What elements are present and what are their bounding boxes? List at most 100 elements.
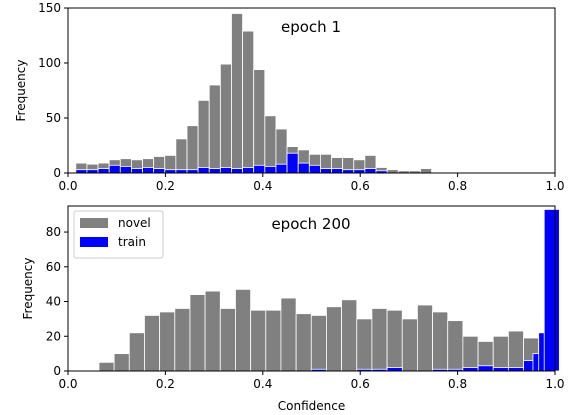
- bar-novel-6: [189, 294, 206, 372]
- bar-novel-20: [401, 318, 418, 372]
- bar-train-6: [462, 367, 479, 372]
- bar-novel-11: [197, 100, 210, 174]
- legend-label-train: train: [118, 235, 146, 249]
- bar-train-7: [153, 168, 166, 174]
- bar-train-18: [275, 163, 288, 174]
- bar-novel-13: [219, 63, 232, 174]
- bar-novel-0: [98, 361, 115, 372]
- bar-novel-12: [280, 297, 297, 372]
- panel-epoch-200: 0.0 0.2 0.4 0.6 0.8 1.0 0 20 40 60 80 epoch 200 F…: [21, 205, 565, 413]
- bar-novel-4: [159, 311, 176, 372]
- bar-train-9: [507, 367, 524, 372]
- bar-novel-15: [242, 30, 255, 174]
- bar-train-8: [492, 367, 509, 372]
- legend-swatch-novel: [80, 218, 108, 228]
- bar-train-13: [543, 209, 560, 372]
- bar-novel-13: [295, 313, 312, 372]
- y-axis-label-epoch-1: Frequency: [14, 60, 28, 122]
- bar-novel-23: [447, 320, 464, 372]
- x-tick-label: 0.8: [448, 179, 467, 193]
- bar-novel-26: [492, 335, 509, 372]
- panel-title-epoch-200: epoch 200: [271, 215, 350, 233]
- bar-train-2: [97, 168, 110, 174]
- legend-label-novel: novel: [118, 216, 151, 230]
- bar-train-6: [142, 167, 155, 174]
- bar-novel-27: [507, 330, 524, 372]
- bar-train-4: [119, 165, 132, 174]
- x-tick-label: 0.0: [58, 377, 77, 391]
- x-tick-label: 0.4: [253, 179, 272, 193]
- bar-train-19: [286, 152, 299, 174]
- bar-novel-19: [386, 309, 403, 372]
- bar-novel-11: [265, 309, 282, 372]
- bar-train-23: [331, 168, 344, 174]
- legend: novel train: [73, 210, 164, 259]
- x-tick-label: 0.8: [448, 377, 467, 391]
- panel-epoch-1: 0.0 0.2 0.4 0.6 0.8 1.0 0 50 100 150 epoch 1 Fre…: [14, 1, 565, 193]
- bar-train-16: [253, 164, 266, 174]
- x-tick-label: 0.6: [351, 377, 370, 391]
- bar-novel-12: [208, 84, 221, 174]
- x-tick-label: 0.6: [351, 179, 370, 193]
- bars-epoch-1: [75, 13, 432, 174]
- x-axis-label-epoch-200: Confidence: [278, 399, 345, 413]
- bar-train-13: [219, 167, 232, 174]
- y-ticks-epoch-1: 0 50 100 150: [38, 1, 68, 180]
- bar-train-3: [108, 164, 121, 174]
- y-tick-label: 20: [46, 329, 61, 343]
- bar-novel-16: [341, 299, 358, 372]
- y-tick-label: 80: [46, 225, 61, 239]
- y-ticks-epoch-200: 0 20 40 60 80: [46, 225, 68, 378]
- y-tick-label: 150: [38, 1, 61, 15]
- panel-title-epoch-1: epoch 1: [281, 18, 341, 36]
- x-tick-label: 0.2: [156, 377, 175, 391]
- bar-novel-21: [416, 304, 433, 372]
- bar-novel-8: [219, 308, 236, 372]
- bar-train-5: [130, 168, 143, 174]
- bar-train-7: [477, 365, 494, 372]
- bar-train-14: [231, 168, 243, 174]
- bar-novel-15: [326, 306, 342, 372]
- bar-novel-3: [144, 315, 161, 372]
- y-tick-label: 0: [53, 166, 61, 180]
- bar-novel-17: [356, 318, 373, 372]
- bar-novel-10: [250, 309, 267, 372]
- bar-train-15: [242, 167, 255, 174]
- x-ticks-epoch-1: 0.0 0.2 0.4 0.6 0.8 1.0: [58, 173, 565, 193]
- bar-novel-5: [174, 308, 191, 372]
- axes-frame-epoch-200: [67, 205, 556, 372]
- bar-novel-9: [235, 288, 252, 372]
- x-tick-label: 0.0: [58, 179, 77, 193]
- bar-novel-10: [186, 125, 199, 174]
- bar-novel-9: [175, 138, 188, 174]
- y-tick-label: 50: [46, 111, 61, 125]
- bars-epoch-200: [98, 209, 560, 372]
- axes-frame-epoch-1: [67, 7, 556, 174]
- bar-novel-1: [113, 353, 130, 372]
- bar-novel-31: [420, 168, 432, 174]
- legend-swatch-train: [80, 237, 108, 247]
- y-tick-label: 60: [46, 260, 61, 274]
- bar-novel-18: [371, 308, 388, 372]
- bar-train-20: [297, 162, 310, 174]
- bar-novel-2: [128, 332, 145, 372]
- bar-train-12: [208, 168, 221, 174]
- x-tick-label: 0.2: [156, 179, 175, 193]
- x-tick-label: 0.4: [253, 377, 272, 391]
- bar-novel-16: [253, 69, 266, 174]
- y-tick-label: 40: [46, 295, 61, 309]
- bar-train-22: [320, 168, 332, 174]
- bar-train-3: [386, 367, 403, 372]
- x-ticks-epoch-200: 0.0 0.2 0.4 0.6 0.8 1.0: [58, 371, 565, 391]
- y-tick-label: 100: [38, 56, 61, 70]
- bar-novel-22: [432, 311, 449, 372]
- bar-novel-14: [310, 315, 327, 372]
- bar-novel-24: [462, 335, 479, 372]
- bar-novel-17: [264, 115, 277, 174]
- bar-train-11: [197, 167, 210, 174]
- y-axis-label-epoch-200: Frequency: [21, 258, 35, 320]
- y-tick-label: 0: [53, 364, 61, 378]
- bar-novel-7: [204, 290, 221, 372]
- bar-train-26: [364, 168, 377, 174]
